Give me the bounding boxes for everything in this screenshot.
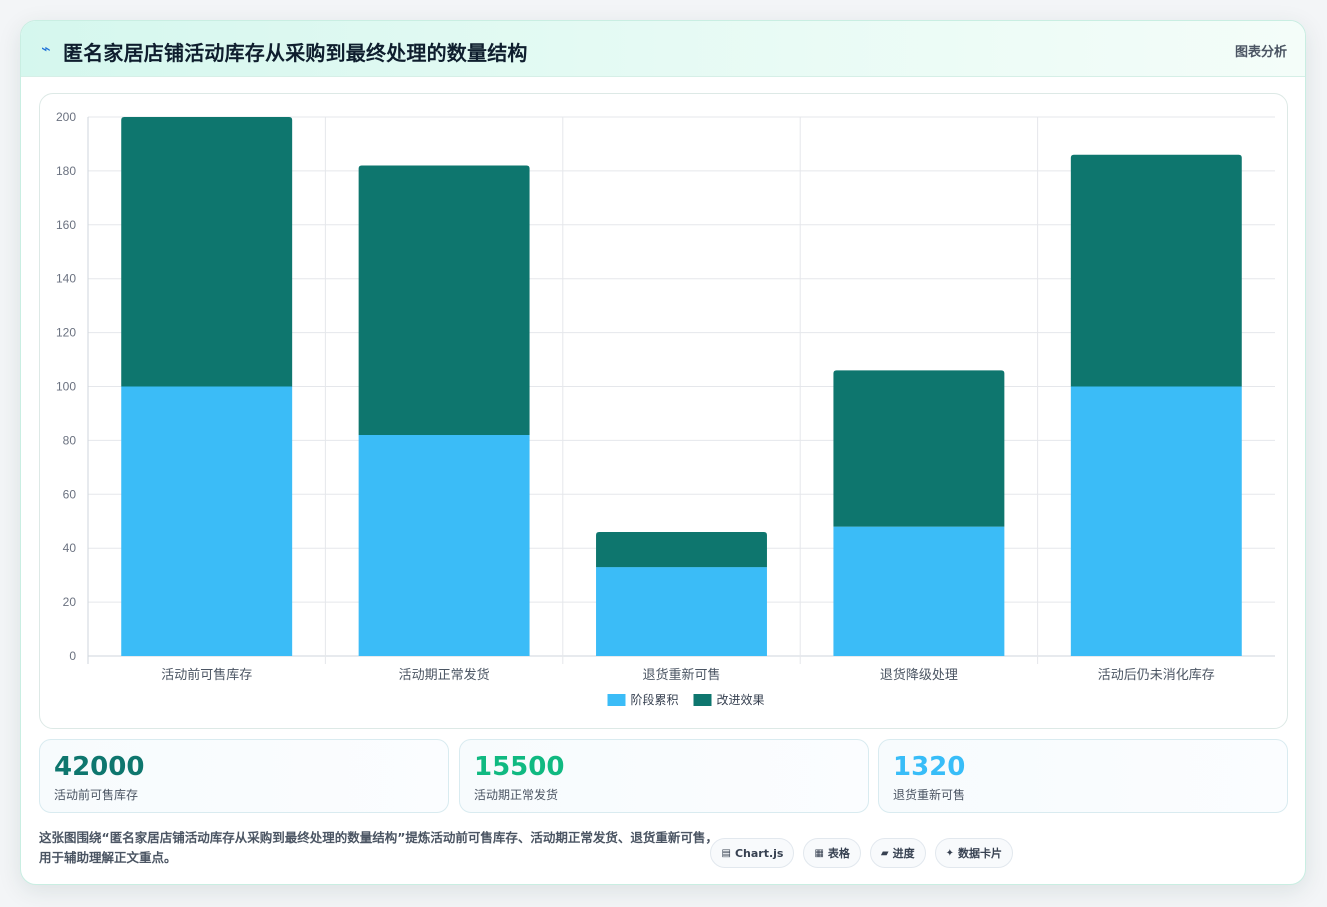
x-tick-label: 活动后仍未消化库存 bbox=[1098, 667, 1215, 683]
chart-analysis-button[interactable]: 图表分析 bbox=[1234, 44, 1287, 59]
legend-label: 改进效果 bbox=[717, 692, 765, 707]
chip-chartjs[interactable]: ▤ Chart.js bbox=[710, 838, 795, 868]
y-tick-label: 0 bbox=[69, 649, 76, 663]
stat-card-normal-shipping: 15500 活动期正常发货 bbox=[459, 739, 869, 813]
y-tick-label: 160 bbox=[56, 218, 76, 232]
y-tick-label: 200 bbox=[56, 110, 76, 124]
bar-improvement bbox=[596, 532, 767, 568]
y-tick-label: 20 bbox=[63, 595, 77, 609]
stat-label: 活动前可售库存 bbox=[54, 788, 139, 802]
y-tick-label: 120 bbox=[56, 326, 76, 340]
chip-progress[interactable]: ▰ 进度 bbox=[869, 838, 926, 868]
x-tick-label: 活动期正常发货 bbox=[399, 667, 490, 683]
bar-stage bbox=[121, 386, 293, 656]
x-tick-label: 活动前可售库存 bbox=[161, 667, 252, 683]
stat-label: 退货重新可售 bbox=[893, 788, 966, 802]
y-tick-label: 80 bbox=[63, 433, 77, 447]
y-tick-label: 140 bbox=[56, 272, 76, 286]
card-header: ⌁ 匿名家居店铺活动库存从采购到最终处理的数量结构 图表分析 bbox=[21, 21, 1305, 77]
legend-swatch bbox=[693, 694, 712, 706]
bar-stage bbox=[1070, 386, 1242, 656]
chart-card: ⌁ 匿名家居店铺活动库存从采购到最终处理的数量结构 图表分析 0 20 40 60 80… bbox=[20, 20, 1306, 885]
stat-value: 42000 bbox=[54, 752, 145, 782]
chart-panel: 0 20 40 60 80 100 120 140 160 180 200 活动前可售库存 活动期正常发… bbox=[39, 93, 1288, 729]
y-tick-label: 60 bbox=[63, 487, 77, 501]
bar-stage bbox=[833, 526, 1005, 656]
bar-improvement bbox=[358, 165, 530, 436]
chip-label: 进度 bbox=[892, 847, 915, 860]
x-tick-label: 退货降级处理 bbox=[880, 667, 958, 683]
legend-label: 阶段累积 bbox=[631, 692, 679, 707]
bar-improvement bbox=[121, 117, 293, 387]
bar-stage bbox=[596, 567, 767, 656]
sparkle-icon: ✦ bbox=[945, 847, 954, 859]
y-tick-label: 180 bbox=[56, 164, 76, 178]
bar-improvement bbox=[1070, 154, 1242, 387]
sparkle-icon: ⌁ bbox=[41, 41, 51, 58]
chip-label: 数据卡片 bbox=[958, 847, 1002, 860]
stat-label: 活动期正常发货 bbox=[474, 788, 559, 802]
legend-swatch bbox=[607, 694, 626, 706]
stat-card-pre-activity: 42000 活动前可售库存 bbox=[39, 739, 449, 813]
stacked-bar-chart: 0 20 40 60 80 100 120 140 160 180 200 活动前可售库存 活动期正常发… bbox=[56, 110, 1275, 707]
x-tick-label: 退货重新可售 bbox=[642, 667, 720, 683]
bar-stage bbox=[358, 435, 530, 656]
chip-list: ▤ Chart.js ▦ 表格 ▰ 进度 ✦ 数据卡片 bbox=[710, 838, 1013, 868]
table-icon: ▦ bbox=[814, 847, 824, 859]
page-title: 匿名家居店铺活动库存从采购到最终处理的数量结构 bbox=[63, 41, 528, 65]
stat-value: 15500 bbox=[474, 752, 565, 782]
bar-improvement bbox=[833, 370, 1005, 527]
chart-description: 这张图围绕“匿名家居店铺活动库存从采购到最终处理的数量结构”提炼活动前可售库存、… bbox=[39, 830, 718, 865]
chip-data-card[interactable]: ✦ 数据卡片 bbox=[934, 838, 1013, 868]
chip-label: Chart.js bbox=[734, 846, 784, 860]
progress-icon: ▰ bbox=[880, 847, 889, 859]
stat-value: 1320 bbox=[893, 752, 966, 782]
chart-icon: ▤ bbox=[721, 847, 731, 859]
chip-table[interactable]: ▦ 表格 bbox=[803, 838, 861, 868]
chip-label: 表格 bbox=[827, 847, 850, 860]
y-tick-label: 40 bbox=[63, 541, 77, 555]
y-tick-label: 100 bbox=[56, 380, 76, 394]
stat-card-returns-resale: 1320 退货重新可售 bbox=[878, 739, 1288, 813]
